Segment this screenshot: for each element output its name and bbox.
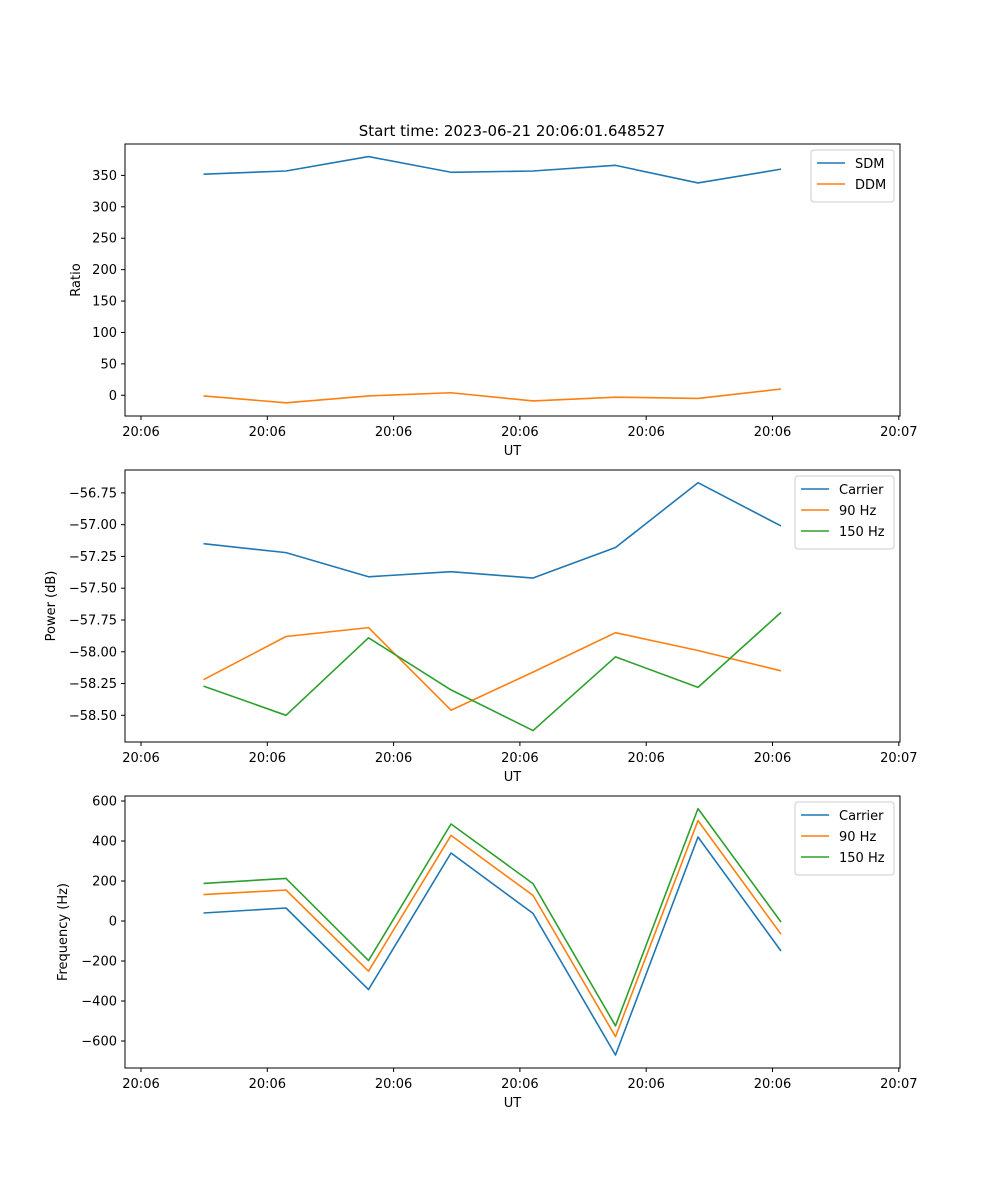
- x-tick-label: 20:06: [501, 1077, 538, 1092]
- y-tick-label: 50: [100, 357, 117, 372]
- x-tick-label: 20:07: [880, 1077, 917, 1092]
- y-tick-label: −400: [81, 995, 117, 1010]
- series-line-150-hz: [203, 807, 782, 1027]
- x-tick-label: 20:06: [375, 1077, 412, 1092]
- x-tick-label: 20:06: [249, 1077, 286, 1092]
- x-tick-label: 20:06: [754, 1077, 791, 1092]
- panels: 0 50 100 150 200 250 300 350 20:06 20:06 20:06 20:0…: [44, 143, 918, 1112]
- legend-label: Carrier: [839, 809, 884, 824]
- legend-label: Carrier: [839, 483, 884, 498]
- series-line-ddm: [203, 388, 782, 404]
- y-tick-label: −57.75: [69, 613, 117, 628]
- y-tick-label: 400: [92, 835, 117, 850]
- axes-frame: [124, 143, 901, 417]
- legend-label: 150 Hz: [839, 525, 885, 540]
- y-tick-label: −58.25: [69, 677, 117, 692]
- y-tick-label: 150: [92, 295, 117, 310]
- chart-panel-3: −600 −400 −200 0 200 400 600 20:06 20:06 20:06 20:…: [56, 795, 918, 1112]
- x-axis-label: UT: [504, 444, 522, 459]
- series-line-sdm: [203, 155, 782, 184]
- y-axis-label: Power (dB): [44, 571, 59, 642]
- legend-label: 90 Hz: [839, 830, 876, 845]
- y-tick-label: −58.00: [69, 645, 117, 660]
- x-axis-label: UT: [504, 770, 522, 785]
- x-tick-label: 20:06: [754, 751, 791, 766]
- axes-frame: [124, 795, 901, 1069]
- y-tick-label: 200: [92, 263, 117, 278]
- y-tick-label: −58.50: [69, 709, 117, 724]
- x-tick-label: 20:06: [122, 1077, 159, 1092]
- x-tick-label: 20:06: [122, 751, 159, 766]
- y-tick-label: 0: [109, 389, 117, 404]
- x-tick-label: 20:07: [880, 751, 917, 766]
- y-tick-label: 600: [92, 795, 117, 810]
- y-axis-label: Frequency (Hz): [56, 883, 71, 981]
- y-tick-label: 0: [109, 915, 117, 930]
- series-line-carrier: [203, 481, 782, 579]
- series-line-90-hz: [203, 626, 782, 712]
- legend-label: 90 Hz: [839, 504, 876, 519]
- x-tick-label: 20:06: [249, 425, 286, 440]
- y-tick-label: −600: [81, 1035, 117, 1050]
- x-tick-label: 20:06: [627, 1077, 664, 1092]
- y-tick-label: −57.50: [69, 582, 117, 597]
- x-tick-label: 20:06: [627, 751, 664, 766]
- series-line-150-hz: [203, 611, 782, 732]
- x-tick-label: 20:06: [501, 425, 538, 440]
- x-tick-label: 20:06: [501, 751, 538, 766]
- x-tick-label: 20:06: [754, 425, 791, 440]
- y-tick-label: −57.25: [69, 550, 117, 565]
- y-tick-label: 200: [92, 875, 117, 890]
- legend-label: DDM: [855, 178, 886, 193]
- chart-panel-2: −58.50 −58.25 −58.00 −57.75 −57.50 −57.25 −57.…: [44, 469, 918, 785]
- chart-panel-1: 0 50 100 150 200 250 300 350 20:06 20:06 20:06 20:0…: [69, 143, 918, 459]
- y-tick-label: −56.75: [69, 486, 117, 501]
- x-tick-label: 20:06: [122, 425, 159, 440]
- figure-title: Start time: 2023-06-21 20:06:01.648527: [359, 122, 665, 140]
- series-line-carrier: [203, 836, 782, 1056]
- legend-label: 150 Hz: [839, 851, 885, 866]
- x-tick-label: 20:06: [375, 751, 412, 766]
- x-tick-label: 20:06: [627, 425, 664, 440]
- x-tick-label: 20:07: [880, 425, 917, 440]
- axes-frame: [124, 469, 901, 743]
- y-tick-label: −200: [81, 955, 117, 970]
- y-tick-label: 250: [92, 232, 117, 247]
- y-tick-label: 100: [92, 326, 117, 341]
- y-tick-label: 350: [92, 169, 117, 184]
- series-line-90-hz: [203, 819, 782, 1038]
- y-tick-label: 300: [92, 200, 117, 215]
- legend-label: SDM: [855, 157, 884, 172]
- x-tick-label: 20:06: [375, 425, 412, 440]
- y-tick-label: −57.00: [69, 518, 117, 533]
- y-axis-label: Ratio: [69, 263, 84, 296]
- x-tick-label: 20:06: [249, 751, 286, 766]
- x-axis-label: UT: [504, 1096, 522, 1111]
